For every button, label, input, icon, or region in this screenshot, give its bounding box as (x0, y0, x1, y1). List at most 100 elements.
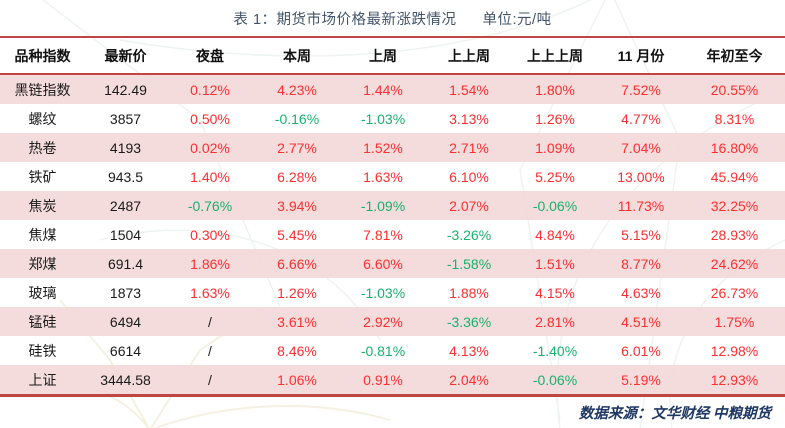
column-header-1: 最新价 (104, 47, 147, 64)
table-body: 黑链指数 142.49 0.12% 4.23% 1.44% 1.54% 1.80% 7.52%… (0, 75, 785, 394)
table-row: 铁矿 943.5 1.40% 6.28% 1.63% 6.10% 5.25% 13.00% 45… (0, 162, 785, 191)
change-cell: 5.25% (535, 168, 575, 185)
column-header-2: 夜盘 (196, 47, 224, 64)
latest-price: 142.49 (104, 81, 147, 98)
change-cell: -0.06% (532, 371, 578, 388)
table-bottom-rule (0, 394, 785, 397)
change-cell: 1.09% (535, 139, 575, 156)
change-cell: -1.03% (360, 110, 406, 127)
change-cell: 4.15% (535, 284, 575, 301)
change-cell: 5.19% (621, 371, 661, 388)
change-cell: 3.13% (449, 110, 489, 127)
change-cell: 2.77% (277, 139, 317, 156)
change-cell: 13.00% (617, 168, 665, 185)
change-cell: / (208, 342, 212, 359)
change-cell: 2.07% (449, 197, 489, 214)
column-header-4: 上周 (369, 47, 397, 64)
change-cell: 45.94% (710, 168, 759, 185)
change-cell: 1.40% (190, 168, 230, 185)
table-row: 螺纹 3857 0.50% -0.16% -1.03% 3.13% 1.26% 4.77% 8.… (0, 104, 785, 133)
change-cell: 4.84% (535, 226, 575, 243)
table-row: 玻璃 1873 1.63% 1.26% -1.03% 1.88% 4.15% 4.63% 26.… (0, 278, 785, 307)
column-header-5: 上上周 (448, 47, 490, 64)
change-cell: 6.10% (449, 168, 489, 185)
row-label: 硅铁 (28, 342, 57, 359)
change-cell: -0.76% (187, 197, 233, 214)
change-cell: 12.98% (710, 342, 759, 359)
change-cell: -1.09% (360, 197, 406, 214)
row-label: 上证 (28, 371, 57, 388)
change-cell: 4.51% (621, 313, 661, 330)
change-cell: 5.15% (621, 226, 661, 243)
change-cell: 1.26% (535, 110, 575, 127)
change-cell: 3.94% (277, 197, 317, 214)
row-label: 黑链指数 (14, 81, 71, 98)
change-cell: 1.06% (277, 371, 317, 388)
change-cell: 12.93% (710, 371, 759, 388)
column-header-8: 年初至今 (706, 47, 763, 64)
change-cell: -0.16% (274, 110, 320, 127)
table-row: 黑链指数 142.49 0.12% 4.23% 1.44% 1.54% 1.80% 7.52%… (0, 75, 785, 104)
change-cell: 8.46% (277, 342, 317, 359)
column-header-7: 11 月份 (617, 47, 665, 64)
change-cell: 0.30% (190, 226, 230, 243)
change-cell: 4.77% (621, 110, 661, 127)
row-label: 玻璃 (28, 284, 57, 301)
table-title: 表 1：期货市场价格最新涨跌情况 单位:元/吨 (0, 8, 785, 29)
latest-price: 2487 (109, 197, 142, 214)
column-header-6: 上上上周 (527, 47, 583, 64)
change-cell: 1.52% (363, 139, 403, 156)
change-cell: -1.03% (360, 284, 406, 301)
change-cell: 11.73% (617, 197, 665, 214)
row-label: 热卷 (28, 139, 57, 156)
change-cell: -0.81% (360, 342, 406, 359)
change-cell: 4.63% (621, 284, 661, 301)
change-cell: / (208, 371, 212, 388)
change-cell: 4.13% (449, 342, 489, 359)
change-cell: 6.28% (277, 168, 317, 185)
table-row: 锰硅 6494 / 3.61% 2.92% -3.36% 2.81% 4.51% 1.75% (0, 307, 785, 336)
change-cell: 1.51% (535, 255, 575, 272)
row-label: 锰硅 (28, 313, 57, 330)
data-source-note: 数据来源：文华财经 中粮期货 (578, 406, 771, 422)
table-row: 焦煤 1504 0.30% 5.45% 7.81% -3.26% 4.84% 5.15% 28.… (0, 220, 785, 249)
change-cell: 1.80% (535, 81, 575, 98)
change-cell: 1.26% (277, 284, 317, 301)
row-label: 焦炭 (28, 197, 57, 214)
latest-price: 1504 (109, 226, 142, 243)
table-row: 焦炭 2487 -0.76% 3.94% -1.09% 2.07% -0.06% 11.73%… (0, 191, 785, 220)
change-cell: 7.52% (621, 81, 661, 98)
column-header-0: 品种指数 (14, 47, 71, 64)
table-row: 上证 3444.58 / 1.06% 0.91% 2.04% -0.06% 5.19% 12.9… (0, 365, 785, 394)
change-cell: 1.86% (190, 255, 230, 272)
table-row: 郑煤 691.4 1.86% 6.66% 6.60% -1.58% 1.51% 8.77% 24… (0, 249, 785, 278)
change-cell: 1.44% (363, 81, 403, 98)
change-cell: 1.63% (190, 284, 230, 301)
change-cell: 6.66% (277, 255, 317, 272)
table-unit-label: 单位:元/吨 (482, 12, 552, 28)
row-label: 焦煤 (28, 226, 57, 243)
change-cell: 0.91% (363, 371, 403, 388)
change-cell: 7.04% (621, 139, 661, 156)
latest-price: 3444.58 (100, 371, 151, 388)
change-cell: 26.73% (710, 284, 759, 301)
table-row: 硅铁 6614 / 8.46% -0.81% 4.13% -1.40% 6.01% 12.98% (0, 336, 785, 365)
change-cell: 0.50% (190, 110, 230, 127)
change-cell: -1.40% (532, 342, 578, 359)
table-header-row: 品种指数 最新价 夜盘 本周 上周 上上周 上上上周 11 月份 年初至今 (0, 38, 785, 73)
latest-price: 4193 (109, 139, 142, 156)
change-cell: 1.54% (449, 81, 489, 98)
change-cell: 1.63% (363, 168, 403, 185)
change-cell: / (208, 313, 212, 330)
change-cell: 6.60% (363, 255, 403, 272)
change-cell: 8.77% (621, 255, 661, 272)
latest-price: 3857 (109, 110, 142, 127)
header-bottom-rule (0, 73, 785, 75)
change-cell: 4.23% (277, 81, 317, 98)
row-label: 螺纹 (28, 110, 57, 127)
latest-price: 6614 (109, 342, 142, 359)
change-cell: 7.81% (363, 226, 403, 243)
change-cell: 2.71% (449, 139, 489, 156)
change-cell: 20.55% (710, 81, 759, 98)
